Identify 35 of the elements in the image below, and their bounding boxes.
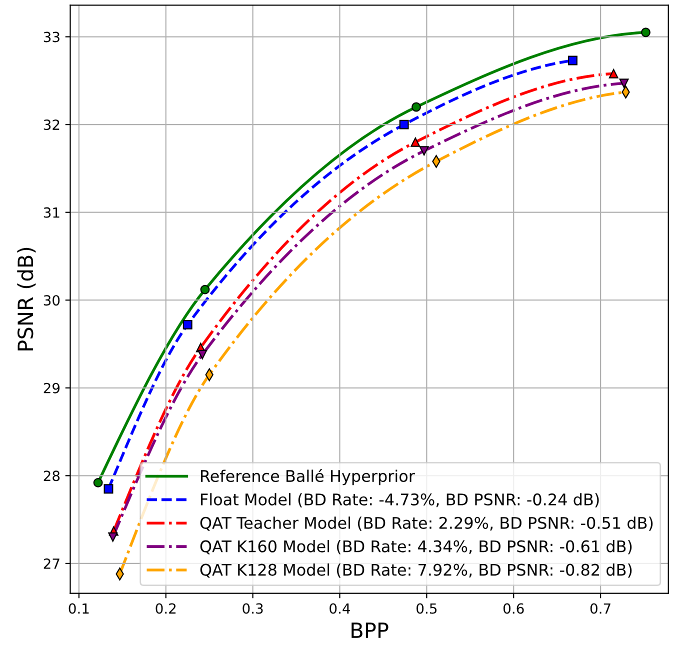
- point: [641, 28, 650, 38]
- point: [419, 146, 429, 156]
- legend-label: Reference Ballé Hyperprior: [201, 469, 415, 486]
- point: [410, 137, 420, 147]
- point: [412, 102, 421, 112]
- legend-label: QAT K128 Model (BD Rate: 7.92%, BD PSNR: -0.82 dB): [200, 563, 632, 578]
- point: [198, 350, 208, 360]
- x-tick-label: 0.4: [330, 603, 350, 614]
- point: [608, 68, 618, 78]
- y-tick-label: 28: [44, 470, 60, 482]
- point: [108, 532, 118, 542]
- point: [93, 478, 103, 488]
- point: [568, 56, 578, 66]
- point: [619, 78, 629, 88]
- y-tick-label: 30: [44, 295, 60, 306]
- y-axis-title: PSNR (dB): [17, 248, 36, 350]
- x-tick-label: 0.3: [242, 603, 263, 614]
- point: [182, 320, 192, 330]
- x-tick-label: 0.7: [590, 603, 610, 614]
- y-tick-label: 31: [44, 207, 60, 218]
- x-tick-label: 0.6: [503, 603, 524, 614]
- x-axis-title: BPP: [352, 622, 388, 638]
- y-tick-label: 29: [44, 382, 60, 394]
- point: [399, 120, 409, 130]
- x-tick-label: 0.2: [156, 603, 176, 614]
- y-tick-label: 33: [44, 32, 60, 42]
- y-tick-label: 32: [44, 120, 60, 130]
- legend-label: QAT Teacher Model (BD Rate: 2.29%, BD PSNR: -0.51 dB): [200, 516, 653, 531]
- point: [104, 484, 114, 494]
- x-tick-label: 0.1: [68, 603, 89, 614]
- point: [200, 284, 210, 294]
- y-tick-label: 27: [44, 558, 60, 569]
- legend-label: Float Model (BD Rate: -4.73%, BD PSNR: -0.24 dB): [201, 493, 599, 508]
- legend-label: QAT K160 Model (BD Rate: 4.34%, BD PSNR: -0.61 dB): [200, 540, 632, 554]
- x-tick-label: 0.5: [416, 603, 437, 614]
